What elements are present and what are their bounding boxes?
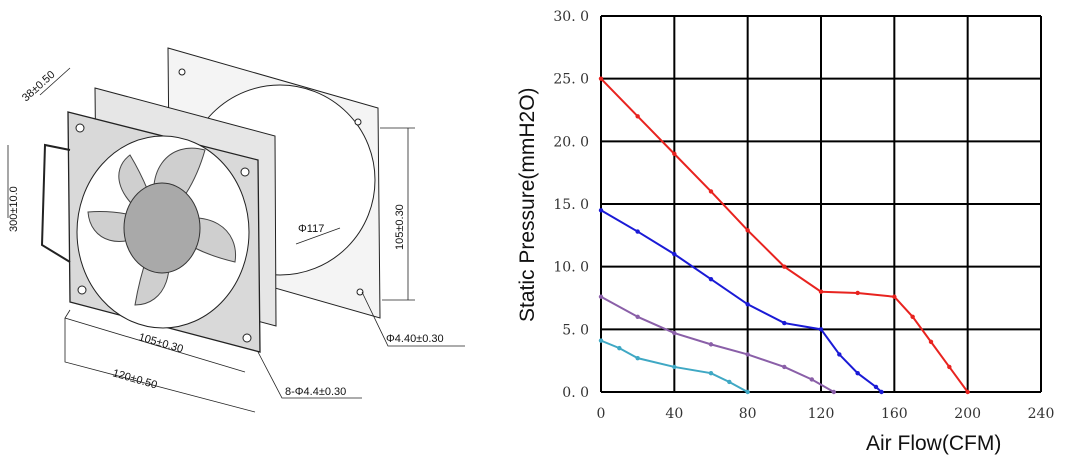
x-tick-label: 200 [954,406,981,422]
series-point-4 [635,355,640,361]
dim-mount-holes: 8-Φ4.4±0.30 [285,386,346,398]
series-point-2 [837,352,842,357]
series-point-1 [910,314,915,319]
chart-series [598,76,970,395]
pq-curve-chart: 0 40 80 120 160 200 240 0. 0 5. 0 10. 0 15. 0 20. 0… [516,9,1054,455]
y-tick-label: 25. 0 [553,72,589,88]
x-tick-label: 160 [881,406,908,422]
series-point-1 [745,228,750,233]
series-point-2 [598,208,604,213]
series-point-1 [892,294,897,299]
y-axis-title: Static Pressure(mmH2O) [516,87,539,322]
series-point-1 [782,264,787,269]
dim-hole-spacing: 105±0.30 [137,331,184,355]
series-point-2 [708,277,714,282]
series-point-3 [745,352,750,357]
dim-frame-width: 120±0.50 [111,367,158,391]
series-point-4 [708,371,714,376]
y-tick-label: 20. 0 [553,134,589,150]
series-point-2 [745,302,750,307]
series-point-3 [782,364,787,370]
series-point-4 [617,345,622,351]
series-point-1 [855,290,860,296]
series-point-3 [708,342,714,347]
y-tick-label: 15. 0 [553,197,589,213]
series-point-4 [745,389,750,395]
series-point-3 [831,389,837,395]
fan-hub [123,182,201,274]
series-line-1 [600,77,969,393]
chart-ticks: 0 40 80 120 160 200 240 0. 0 5. 0 10. 0 15. 0 20. 0… [553,9,1054,422]
series-point-2 [855,371,860,376]
dim-vertical-spacing: 105±0.30 [394,204,406,250]
y-tick-label: 5. 0 [562,322,589,338]
dim-lead-length: 300±10.0 [8,186,20,232]
x-axis-title: Air Flow(CFM) [866,432,1001,455]
y-tick-label: 30. 0 [553,9,589,25]
x-tick-label: 0 [597,406,606,422]
series-point-1 [598,76,604,81]
series-point-4 [672,364,677,370]
series-point-1 [947,364,952,370]
x-tick-label: 240 [1028,406,1055,422]
series-line-3 [600,295,835,393]
series-point-4 [598,338,604,343]
series-point-3 [809,377,815,382]
series-point-3 [635,314,640,319]
series-point-2 [873,384,879,390]
series-point-2 [818,327,824,332]
series-line-2 [600,209,883,393]
series-point-1 [928,339,934,345]
dim-guard-diameter: Φ117 [298,223,324,235]
series-point-3 [598,294,604,299]
series-point-1 [672,151,677,157]
series-point-4 [727,379,732,385]
series-point-2 [635,229,640,234]
series-point-1 [635,114,640,119]
series-point-1 [965,389,970,395]
y-tick-label: 0. 0 [562,385,589,401]
chart-grid [600,15,1042,393]
fan-dimension-drawing: 38±0.50 300±10.0 105±0.30 120±0.50 105±0… [7,47,465,413]
dim-depth: 38±0.50 [20,69,58,104]
y-tick-label: 10. 0 [553,260,589,276]
x-tick-label: 80 [739,406,757,422]
x-tick-label: 120 [808,406,835,422]
x-tick-label: 40 [665,406,683,422]
lead-wire [40,143,71,263]
series-point-2 [879,389,884,395]
series-point-1 [708,189,714,194]
series-point-2 [672,251,677,257]
series-point-3 [672,330,677,336]
series-point-2 [782,320,787,326]
dim-guard-hole: Φ4.40±0.30 [386,333,444,345]
series-point-1 [818,289,824,294]
